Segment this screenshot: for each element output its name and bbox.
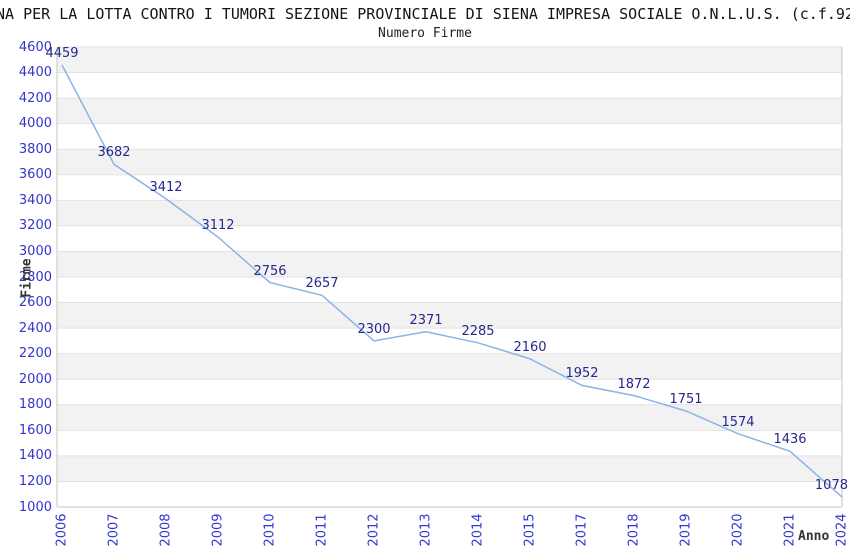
series-line: [61, 64, 843, 498]
data-label: 1952: [565, 366, 599, 382]
y-tick-label: 2200: [18, 346, 52, 362]
y-tick-label: 4600: [18, 39, 52, 55]
grid-band: [57, 98, 842, 124]
y-tick-label: 2600: [18, 295, 52, 311]
data-label: 2371: [409, 312, 443, 328]
x-tick-label: 2024: [834, 513, 850, 547]
grid-band: [57, 302, 842, 329]
x-tick-label: 2012: [366, 513, 382, 547]
y-tick-label: 1600: [18, 422, 52, 438]
x-tick-label: 2014: [470, 513, 486, 547]
data-label: 3112: [201, 218, 235, 234]
x-tick-label: 2017: [574, 513, 590, 547]
y-tick-label: 1800: [18, 397, 52, 413]
y-tick-label: 3600: [18, 167, 52, 183]
data-label: 4459: [45, 46, 79, 61]
data-label: 2285: [461, 323, 495, 339]
grid-band: [57, 251, 842, 277]
data-label: 2756: [253, 263, 287, 279]
data-label: 2300: [357, 321, 391, 337]
x-tick-label: 2006: [54, 513, 70, 547]
x-axis-title: Anno: [798, 529, 830, 544]
y-tick-label: 3800: [18, 141, 52, 157]
x-tick-label: 2013: [418, 513, 434, 547]
y-tick-label: 2800: [18, 269, 52, 285]
x-tick-label: 2011: [314, 513, 330, 547]
x-tick-label: 2009: [210, 513, 226, 547]
data-label: 3682: [97, 145, 131, 161]
grid-band: [57, 47, 842, 73]
x-tick-label: 2019: [678, 513, 694, 547]
y-tick-label: 4400: [18, 65, 52, 81]
data-label: 1751: [669, 392, 703, 407]
y-tick-label: 4000: [18, 116, 52, 132]
data-label: 3412: [149, 179, 183, 195]
chart-subtitle: Numero Firme: [378, 26, 472, 41]
y-tick-label: 2000: [18, 371, 52, 387]
x-tick-label: 2020: [730, 513, 746, 547]
x-tick-label: 2015: [522, 513, 538, 547]
y-tick-label: 4200: [18, 90, 52, 106]
grid-band: [57, 455, 842, 482]
data-label: 1574: [721, 414, 755, 430]
y-tick-label: 1400: [18, 448, 52, 464]
grid-band: [57, 353, 842, 380]
x-tick-label: 2008: [158, 513, 174, 547]
y-tick-label: 1000: [18, 499, 52, 515]
x-tick-label: 2010: [262, 513, 278, 547]
grid-band: [57, 404, 842, 431]
y-axis-title: Firme: [19, 258, 35, 298]
data-label: 1872: [617, 376, 651, 392]
x-tick-label: 2007: [106, 513, 122, 547]
page-title: NA PER LA LOTTA CONTRO I TUMORI SEZIONE …: [0, 5, 850, 23]
y-tick-label: 3000: [18, 243, 52, 259]
data-label: 2657: [305, 276, 339, 292]
data-label: 2160: [513, 339, 547, 355]
y-tick-label: 3200: [18, 218, 52, 234]
x-tick-label: 2021: [782, 513, 798, 547]
y-tick-label: 3400: [18, 192, 52, 208]
x-tick-label: 2018: [626, 513, 642, 547]
data-label: 1436: [773, 432, 807, 448]
grid-band: [57, 200, 842, 226]
data-label: 1078: [814, 478, 848, 493]
y-tick-label: 2400: [18, 320, 52, 336]
grid-band: [57, 149, 842, 175]
y-tick-label: 1200: [18, 473, 52, 489]
